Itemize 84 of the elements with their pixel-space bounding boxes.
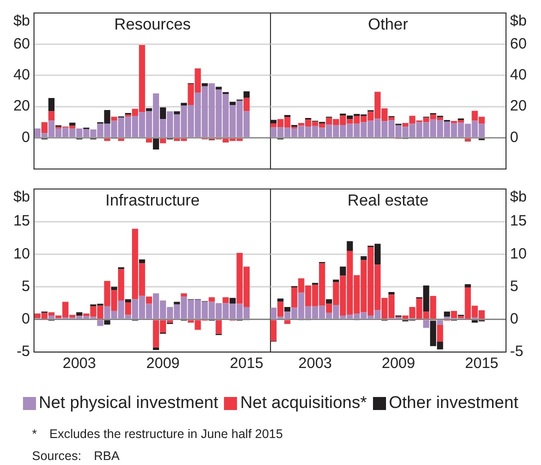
y-tick-label: 60 [13,35,30,52]
bar [174,302,180,304]
bar [111,286,118,290]
bar [97,320,104,326]
x-tick-label: 2009 [382,355,416,372]
bar [444,312,450,317]
y-axis-title: $b [510,188,527,206]
y-tick-label: 0 [22,128,30,146]
y-tick-label: 40 [510,66,527,84]
y-tick-label: 0 [22,310,30,328]
x-tick-label: 2003 [62,355,96,372]
bar [111,116,118,121]
bar [222,297,229,304]
y-axis-title: $b [13,188,30,206]
bar [284,307,290,312]
bar [104,320,110,325]
bar [48,111,54,121]
bar [146,108,152,112]
y-tick-label: 20 [510,98,527,115]
bar [388,292,395,295]
bar [160,138,166,144]
bar [244,98,250,112]
y-tick-label: 40 [13,66,30,84]
x-tick-label: 2015 [465,355,498,372]
x-tick-label: 2009 [146,355,180,372]
bar [180,102,187,106]
y-axis-title: $b [13,12,30,30]
bar [270,320,277,341]
bar [180,293,187,297]
bar [277,298,284,302]
bar [41,122,48,134]
bar [230,102,236,106]
y-tick-label: 20 [13,98,30,115]
bar [152,138,160,150]
chart-title: Other [368,16,409,34]
bar [284,320,290,324]
y-tick-label: 5 [22,278,30,295]
x-tick-label: 2015 [230,355,264,372]
text: * Excludes the restructure in June half 2015 [32,426,283,443]
bar [277,302,284,317]
bar [208,297,215,302]
y-tick-label: 15 [13,212,30,230]
y-tick-label: 60 [510,35,527,52]
chart-title: Infrastructure [105,192,200,210]
bar [360,256,367,260]
y-tick-label: 10 [13,245,30,262]
y-tick-label: 15 [510,212,527,230]
bar [76,312,82,316]
bar [48,98,54,112]
legend-label: Net physical investment [38,393,218,413]
source-note: Sources: RBA [32,448,121,465]
legend-label: Net acquisitions* [240,393,367,413]
bar [332,280,339,282]
bar [270,120,277,124]
y-tick-label: 10 [510,245,527,262]
y-tick-label: 0 [510,310,518,328]
bar [340,266,346,276]
y-axis-title: $b [510,12,527,30]
bar [216,86,222,90]
chart-title: Resources [114,16,191,34]
bar [69,122,76,126]
y-tick-label: 5 [510,278,518,295]
bar [346,241,353,251]
bar [152,347,160,350]
bar [437,324,444,342]
y-tick-label: -5 [16,343,30,360]
bar [326,299,332,304]
chart-title: Real estate [348,192,429,210]
bar [244,91,250,98]
bar [174,111,180,114]
legend-label: Other investment [388,393,518,413]
y-tick-label: 0 [510,128,518,146]
bar [202,83,208,86]
bar [146,138,152,142]
bar [125,299,132,302]
bar [216,320,222,334]
bar [160,107,166,120]
bar [138,259,146,264]
bar [146,296,152,304]
x-tick-label: 2003 [298,355,332,372]
bar [125,302,132,315]
bar [464,284,471,288]
y-tick-label: -5 [510,343,524,360]
bar [230,298,236,304]
